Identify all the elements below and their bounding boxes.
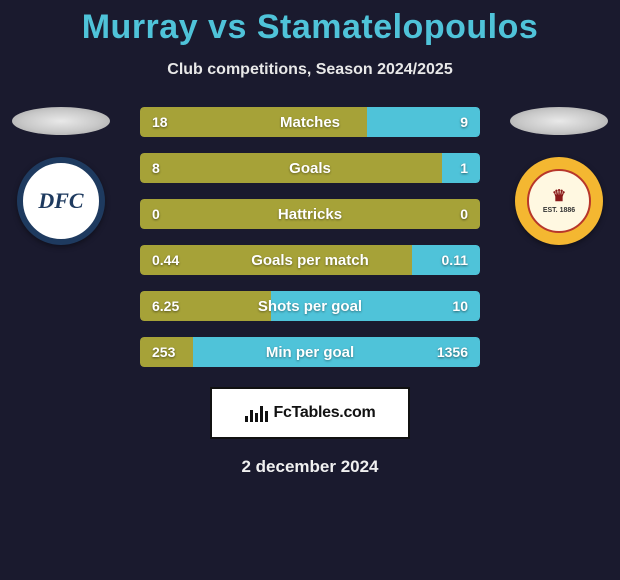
stat-label: Goals bbox=[140, 153, 480, 183]
subtitle: Club competitions, Season 2024/2025 bbox=[0, 61, 620, 79]
right-player-column: ♛ EST. 1886 bbox=[510, 107, 608, 245]
date-line: 2 december 2024 bbox=[0, 457, 620, 477]
stat-row: 189Matches bbox=[140, 107, 480, 137]
stat-label: Goals per match bbox=[140, 245, 480, 275]
stat-row: 2531356Min per goal bbox=[140, 337, 480, 367]
page-title: Murray vs Stamatelopoulos bbox=[0, 0, 620, 47]
crest-icon: ♛ bbox=[552, 189, 566, 205]
stat-row: 6.2510Shots per goal bbox=[140, 291, 480, 321]
content-wrap: DFC ♛ EST. 1886 189Matches 81Goals 00Hattr… bbox=[0, 107, 620, 367]
right-club-est-text: EST. 1886 bbox=[543, 207, 575, 214]
brand-plate: FcTables.com bbox=[210, 387, 410, 439]
stat-row: 00Hattricks bbox=[140, 199, 480, 229]
avatar-placeholder-right bbox=[510, 107, 608, 135]
stats-table: 189Matches 81Goals 00Hattricks 0.440.11Goal… bbox=[140, 107, 480, 367]
left-club-badge: DFC bbox=[17, 157, 105, 245]
right-club-badge: ♛ EST. 1886 bbox=[515, 157, 603, 245]
brand-logo-icon bbox=[245, 404, 268, 422]
left-player-column: DFC bbox=[12, 107, 110, 245]
avatar-placeholder-left bbox=[12, 107, 110, 135]
brand-text: FcTables.com bbox=[274, 404, 376, 422]
left-club-badge-text: DFC bbox=[38, 188, 83, 214]
stat-label: Matches bbox=[140, 107, 480, 137]
right-club-badge-inner: ♛ EST. 1886 bbox=[527, 169, 591, 233]
stat-label: Hattricks bbox=[140, 199, 480, 229]
stat-label: Min per goal bbox=[140, 337, 480, 367]
stat-row: 0.440.11Goals per match bbox=[140, 245, 480, 275]
stat-row: 81Goals bbox=[140, 153, 480, 183]
stat-label: Shots per goal bbox=[140, 291, 480, 321]
